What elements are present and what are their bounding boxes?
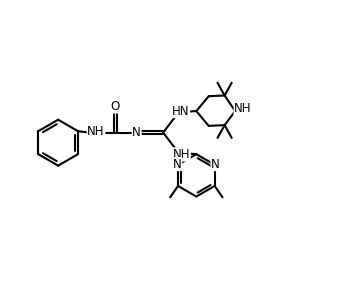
Text: HN: HN [172,105,190,118]
Text: O: O [111,100,120,113]
Text: N: N [211,158,220,171]
Text: NH: NH [87,125,105,138]
Text: N: N [173,158,182,171]
Text: NH: NH [173,148,190,161]
Text: N: N [132,126,141,139]
Text: NH: NH [234,102,252,115]
